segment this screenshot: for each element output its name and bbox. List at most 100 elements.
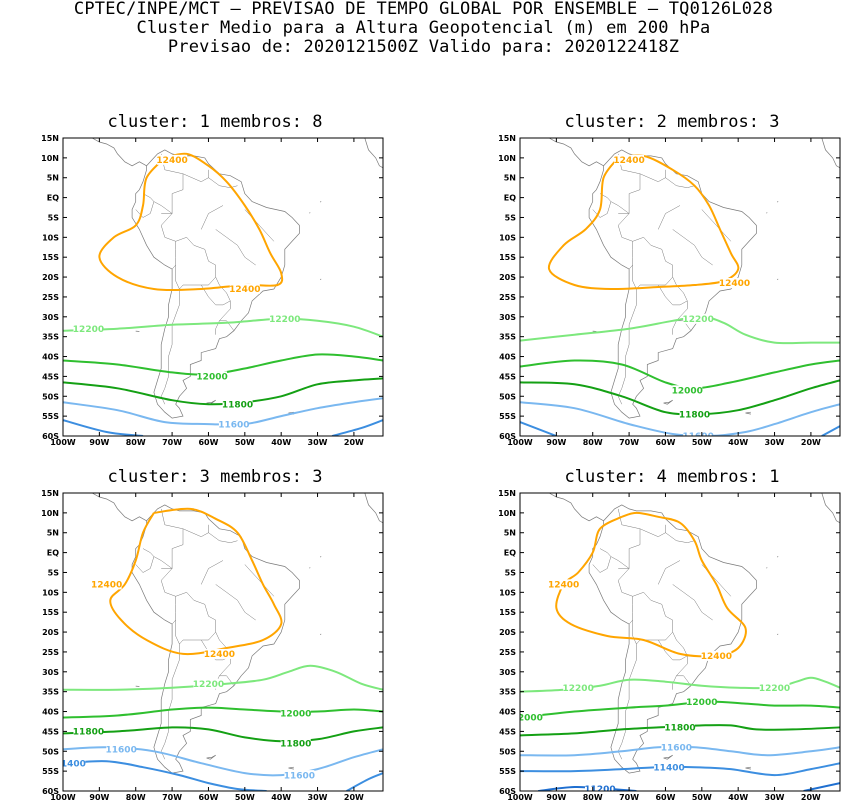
panel-title: cluster: 3 membros: 3 — [20, 467, 410, 487]
country-border — [593, 557, 611, 573]
lon-tick-label: 30W — [765, 438, 785, 447]
lon-tick-label: 70W — [162, 438, 182, 447]
contour-label: 11600 — [218, 420, 249, 430]
lat-tick-label: 15S — [499, 608, 516, 617]
contour-label: 11800 — [679, 410, 710, 420]
country-border — [640, 525, 666, 537]
lat-tick-label: 40S — [499, 708, 516, 717]
country-border — [161, 644, 179, 759]
lat-tick-label: 20S — [499, 273, 516, 282]
contour-12000 — [520, 702, 840, 718]
lat-tick-label: 55S — [499, 412, 516, 421]
lat-tick-label: 30S — [499, 313, 516, 322]
panel-title: cluster: 1 membros: 8 — [20, 112, 410, 132]
lat-tick-label: 5N — [47, 529, 59, 538]
land-outline — [365, 493, 383, 523]
lat-tick-label: 15S — [499, 253, 516, 262]
lon-tick-label: 20W — [344, 793, 364, 802]
lat-tick-label: 30S — [42, 668, 59, 677]
lat-tick-label: EQ — [47, 549, 59, 558]
lat-tick-label: 45S — [499, 372, 516, 381]
lon-tick-label: 20W — [344, 438, 364, 447]
contour-label: 11600 — [284, 771, 315, 781]
contour-label: 11600 — [106, 745, 137, 755]
contour-label: 12200 — [73, 325, 104, 335]
contour-12400 — [99, 154, 282, 290]
central-america-coastline — [92, 493, 147, 521]
contour-label: 12400 — [204, 650, 235, 660]
country-border — [245, 210, 274, 242]
country-border — [633, 237, 673, 289]
country-border — [216, 584, 256, 620]
lat-tick-label: 10S — [42, 233, 59, 242]
country-border — [201, 277, 230, 305]
country-border — [633, 592, 673, 644]
lat-tick-label: 50S — [499, 747, 516, 756]
contour-label: 12400 — [156, 156, 187, 166]
lon-tick-label: 80W — [126, 793, 146, 802]
lon-tick-label: 70W — [162, 793, 182, 802]
lon-tick-label: 20W — [801, 438, 821, 447]
country-border — [640, 170, 666, 182]
lat-tick-label: 15N — [498, 134, 516, 143]
country-border — [216, 301, 231, 335]
lat-tick-label: 10N — [498, 154, 516, 163]
lat-tick-label: 5N — [504, 174, 516, 183]
contour-label: 12200 — [193, 680, 224, 690]
lon-tick-label: 90W — [546, 793, 566, 802]
country-border — [143, 194, 172, 214]
lat-tick-label: 30S — [42, 313, 59, 322]
lon-tick-label: 50W — [692, 793, 712, 802]
contour-label: 12000 — [686, 698, 717, 708]
country-border — [176, 592, 216, 644]
land-outline — [365, 138, 383, 168]
lat-tick-label: EQ — [47, 194, 59, 203]
land-outline — [207, 755, 216, 759]
contour-11200 — [804, 783, 840, 791]
lon-tick-label: 60W — [655, 438, 675, 447]
lon-tick-label: 100W — [507, 793, 533, 802]
contour-label: 12400 — [701, 652, 732, 662]
contour-label: 12200 — [563, 684, 594, 694]
lat-tick-label: 45S — [42, 372, 59, 381]
map-canvas: 1240012400122001200011800118001160011600… — [20, 487, 410, 807]
lat-tick-label: 5S — [505, 568, 517, 577]
lon-tick-label: 50W — [692, 438, 712, 447]
lat-tick-label: 15N — [498, 489, 516, 498]
contour-11400 — [520, 422, 556, 436]
central-america-coastline — [549, 138, 604, 166]
country-border — [216, 229, 256, 265]
lon-tick-label: 30W — [765, 793, 785, 802]
country-border — [161, 509, 183, 569]
country-border — [673, 229, 713, 265]
lon-tick-label: 100W — [50, 793, 76, 802]
country-border — [618, 644, 636, 759]
contour-12000 — [63, 708, 383, 718]
country-border — [183, 170, 209, 182]
country-border — [136, 202, 154, 218]
contour-12200 — [63, 319, 383, 337]
country-border — [183, 525, 209, 537]
lon-tick-label: 90W — [546, 438, 566, 447]
lon-tick-label: 40W — [271, 793, 291, 802]
land-outline — [746, 767, 751, 769]
contour-label: 12200 — [683, 315, 714, 325]
contour-11400 — [63, 761, 267, 791]
lon-tick-label: 50W — [235, 438, 255, 447]
lat-tick-label: 55S — [499, 767, 516, 776]
contour-11800 — [63, 727, 383, 741]
country-border — [618, 289, 636, 404]
lon-tick-label: 40W — [271, 438, 291, 447]
country-border — [201, 206, 223, 230]
land-outline — [746, 412, 751, 414]
contour-label: 11800 — [222, 400, 253, 410]
contour-11400 — [63, 420, 143, 436]
lat-tick-label: 50S — [42, 392, 59, 401]
lat-tick-label: 35S — [42, 688, 59, 697]
lat-tick-label: 10N — [41, 154, 59, 163]
country-border — [176, 237, 216, 289]
